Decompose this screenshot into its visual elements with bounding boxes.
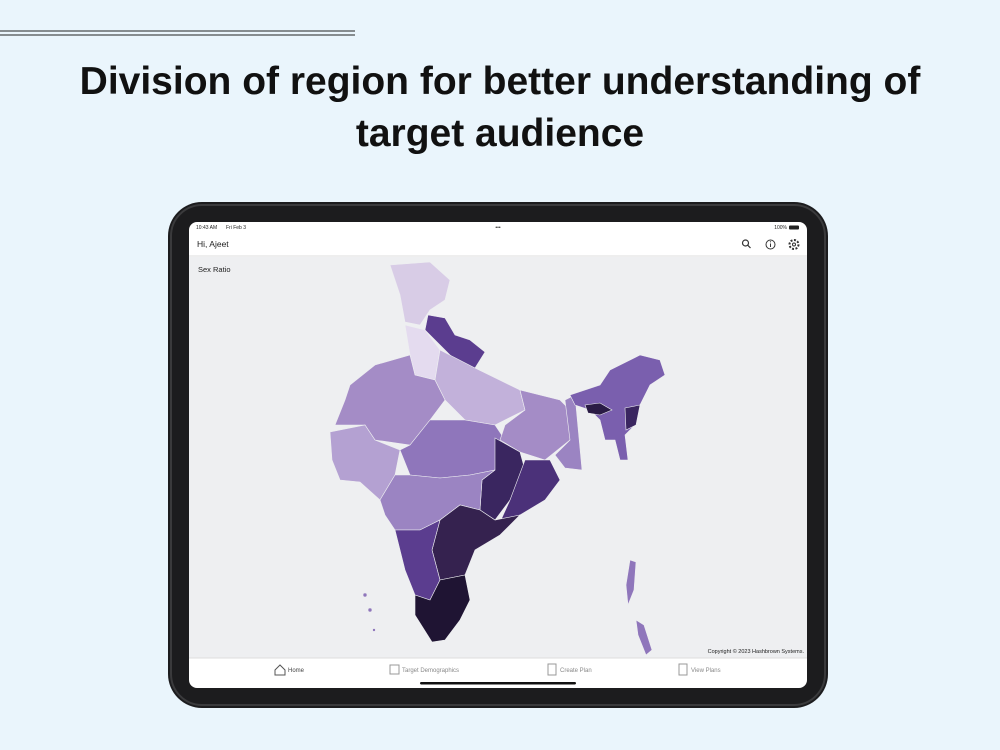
nav-home[interactable]: Home: [274, 664, 305, 676]
status-time: 10:43 AM: [196, 225, 217, 231]
status-date: Fri Feb 3: [226, 225, 246, 231]
nav-label[interactable]: Target Demographics: [402, 668, 459, 674]
region[interactable]: [424, 314, 486, 369]
nav-view-plans[interactable]: View Plans: [678, 663, 721, 676]
india-map: [329, 261, 666, 656]
region[interactable]: [584, 402, 613, 416]
nav-target-demographics[interactable]: Target Demographics: [389, 664, 459, 675]
nav-label[interactable]: Create Plan: [560, 668, 592, 674]
region[interactable]: [569, 354, 666, 461]
settings-icon[interactable]: [788, 239, 800, 250]
islands: [372, 628, 376, 632]
copyright: Copyright © 2023 Hashbrown Systems.: [708, 648, 805, 655]
nav-label[interactable]: View Plans: [691, 668, 721, 674]
search-icon[interactable]: [741, 239, 751, 249]
headline: Division of region for better understand…: [79, 60, 921, 155]
region[interactable]: [414, 574, 471, 643]
greeting: Hi, Ajeet: [197, 239, 229, 249]
region[interactable]: [499, 459, 561, 523]
islands: [362, 592, 368, 598]
region[interactable]: [389, 261, 451, 326]
region[interactable]: [499, 389, 571, 461]
islands: [367, 607, 373, 613]
status-battery: 100%: [774, 225, 787, 231]
home-indicator: [420, 682, 576, 685]
status-dots: •••: [495, 225, 501, 231]
info-icon[interactable]: [765, 239, 776, 250]
nav-label[interactable]: Home: [288, 668, 305, 674]
islands: [625, 559, 637, 606]
nav-create-plan[interactable]: Create Plan: [547, 663, 592, 676]
map-label: Sex Ratio: [198, 265, 231, 274]
region[interactable]: [624, 404, 641, 431]
battery-icon: [789, 225, 799, 230]
tablet-bezel: [170, 204, 826, 706]
islands: [635, 619, 653, 656]
